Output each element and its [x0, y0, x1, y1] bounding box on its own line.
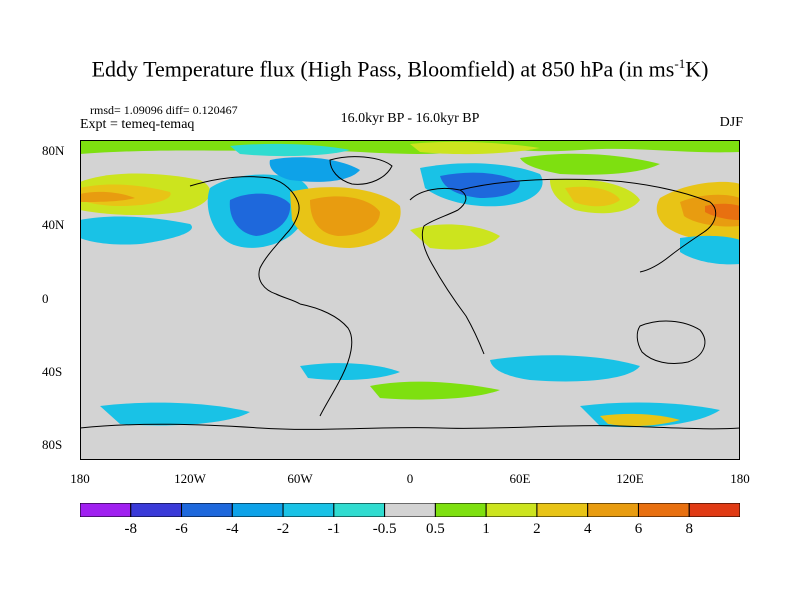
- colorbar: [80, 503, 740, 517]
- lon-label-60e: 60E: [509, 471, 531, 486]
- stats-text: rmsd= 1.09096 diff= 0.120467: [90, 103, 238, 117]
- map-title: Eddy Temperature flux (High Pass, Bloomf…: [91, 56, 709, 82]
- comparison-label: 16.0kyr BP - 16.0kyr BP: [340, 111, 480, 126]
- natlantic-core: [310, 196, 380, 236]
- npac-east-negative: [680, 235, 740, 265]
- lat-label-eq: 0: [42, 291, 49, 306]
- lat-label-80n: 80N: [42, 143, 65, 158]
- colorbar-box: [181, 503, 233, 517]
- colorbar-box: [80, 503, 132, 517]
- lat-label-40s: 40S: [42, 364, 63, 379]
- colorbar-box: [485, 503, 538, 517]
- arctic-negative-patch: [230, 143, 350, 157]
- arctic-yellow-patch: [410, 141, 540, 155]
- colorbar-box: [282, 503, 335, 517]
- satlantic-negative: [300, 363, 400, 380]
- colorbar-label: 8: [685, 521, 693, 537]
- colorbar-box: [688, 503, 740, 517]
- colorbar-box: [587, 503, 639, 517]
- colorbar-box: [231, 503, 284, 517]
- npac-east-core: [705, 203, 740, 220]
- colorbar-label: -0.5: [372, 521, 397, 537]
- coast-north-america: [189, 176, 301, 305]
- lon-label-120e: 120E: [616, 471, 644, 486]
- namerica-core: [229, 193, 291, 236]
- map-frame: [80, 140, 740, 460]
- antarctic-interior: [80, 430, 740, 460]
- satlantic-positive: [370, 381, 500, 400]
- coast-antarctica: [80, 423, 740, 430]
- flux-map: [80, 140, 740, 460]
- lon-label-180w: 180: [70, 471, 90, 486]
- colorbar-box: [434, 503, 487, 517]
- colorbar-label: -6: [175, 521, 188, 537]
- colorbar-label: -2: [276, 521, 290, 537]
- lon-label-0: 0: [406, 471, 414, 486]
- npac-west-negative: [80, 216, 192, 245]
- colorbar-box: [130, 503, 183, 517]
- lon-label-60w: 60W: [287, 471, 313, 486]
- anomaly-fields: [80, 140, 740, 460]
- coast-greenland: [329, 156, 393, 185]
- colorbar-label: -8: [124, 521, 138, 537]
- lat-label-40n: 40N: [42, 217, 65, 232]
- lat-label-80s: 80S: [42, 437, 63, 452]
- colorbar-label: 1: [482, 521, 490, 537]
- asia-core: [565, 186, 620, 207]
- colorbar-box: [536, 503, 589, 517]
- coast-south-america: [299, 303, 353, 417]
- sindian-negative: [490, 355, 640, 382]
- siberia-positive: [520, 153, 660, 175]
- colorbar-box: [384, 503, 436, 517]
- colorbar-label: 2: [533, 521, 541, 537]
- coast-australia: [636, 320, 706, 365]
- coastlines: [80, 156, 740, 430]
- experiment-label: Expt = temeq-temaq: [80, 117, 195, 132]
- southern-ocean-positive: [600, 413, 680, 427]
- colorbar-box: [333, 503, 386, 517]
- colorbar-label: 4: [583, 521, 592, 537]
- colorbar-label: 6: [634, 521, 643, 537]
- coast-asia: [459, 178, 717, 273]
- colorbar-label: 0.5: [426, 521, 445, 537]
- lon-label-180e: 180: [730, 471, 750, 486]
- colorbar-label: -1: [327, 521, 341, 537]
- mideast-positive: [410, 224, 500, 250]
- lon-label-120w: 120W: [174, 471, 206, 486]
- npac-west-core: [80, 191, 135, 202]
- spacific-negative: [100, 402, 250, 426]
- colorbar-label: -4: [226, 521, 239, 537]
- colorbar-box: [637, 503, 690, 517]
- season-label: DJF: [719, 115, 743, 130]
